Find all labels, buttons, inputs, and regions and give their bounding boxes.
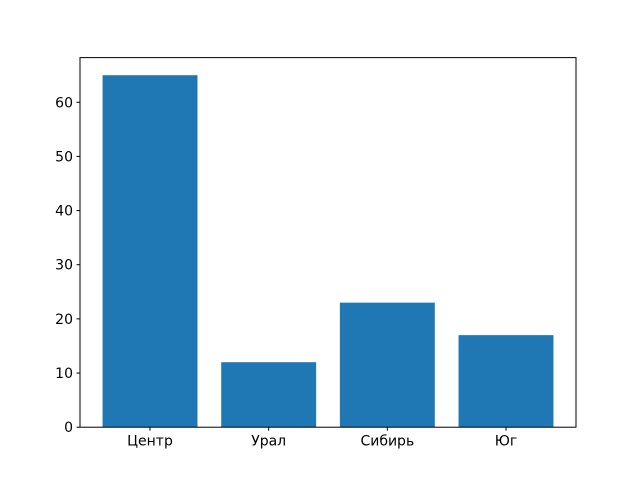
bar-Юг xyxy=(458,335,554,428)
x-tick-label: Юг xyxy=(495,434,517,450)
y-tick-label: 30 xyxy=(55,258,73,274)
y-tick-label: 40 xyxy=(55,204,73,220)
bar-Центр xyxy=(102,75,198,428)
y-tick-label: 60 xyxy=(55,95,73,111)
bar-Урал xyxy=(221,362,317,428)
y-tick-label: 0 xyxy=(64,420,73,436)
y-tick-label: 10 xyxy=(55,366,73,382)
y-tick-label: 50 xyxy=(55,149,73,165)
x-tick-label: Урал xyxy=(251,434,286,450)
axes-frame xyxy=(79,57,577,428)
x-tick-label: Сибирь xyxy=(360,434,414,450)
bar-Сибирь xyxy=(339,302,435,428)
x-tick-label: Центр xyxy=(127,434,173,450)
y-tick-label: 20 xyxy=(55,312,73,328)
